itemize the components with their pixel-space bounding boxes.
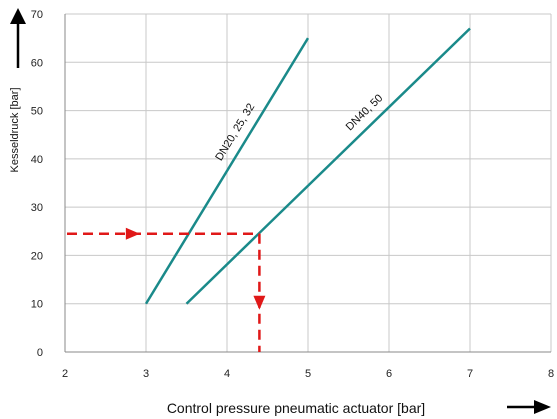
x-axis-label: Control pressure pneumatic actuator [bar… xyxy=(167,400,425,416)
axes xyxy=(64,14,551,353)
y-tick-label: 40 xyxy=(31,154,43,166)
series-line-2 xyxy=(185,27,471,305)
y-tick-label: 10 xyxy=(31,299,43,311)
x-tick-label: 2 xyxy=(62,368,68,380)
y-axis-label: Kesseldruck [bar] xyxy=(9,88,21,173)
y-tick-label: 50 xyxy=(31,106,43,118)
annotation-arrow-right-icon xyxy=(125,227,140,240)
y-tick-label: 20 xyxy=(31,250,43,262)
y-tick-labels: 0 10 20 30 40 50 60 70 xyxy=(31,9,43,359)
y-tick-label: 30 xyxy=(31,202,43,214)
x-tick-label: 3 xyxy=(143,368,149,380)
annotation-group xyxy=(67,227,266,352)
grid xyxy=(64,13,552,353)
series-label-2: DN40, 50 xyxy=(344,92,386,133)
x-tick-label: 8 xyxy=(548,368,554,380)
y-axis-arrow-icon xyxy=(10,8,26,68)
x-axis-arrow-icon xyxy=(507,400,551,414)
x-tick-label: 6 xyxy=(386,368,392,380)
y-tick-label: 60 xyxy=(31,57,43,69)
y-tick-label: 70 xyxy=(31,9,43,21)
x-tick-label: 5 xyxy=(305,368,311,380)
x-tick-label: 4 xyxy=(224,368,230,380)
x-tick-labels: 2 3 4 5 6 7 8 xyxy=(62,368,554,380)
annotation-arrow-down-icon xyxy=(253,295,266,310)
x-tick-label: 7 xyxy=(467,368,473,380)
series-line-1 xyxy=(144,37,310,305)
y-tick-label: 0 xyxy=(37,347,43,359)
